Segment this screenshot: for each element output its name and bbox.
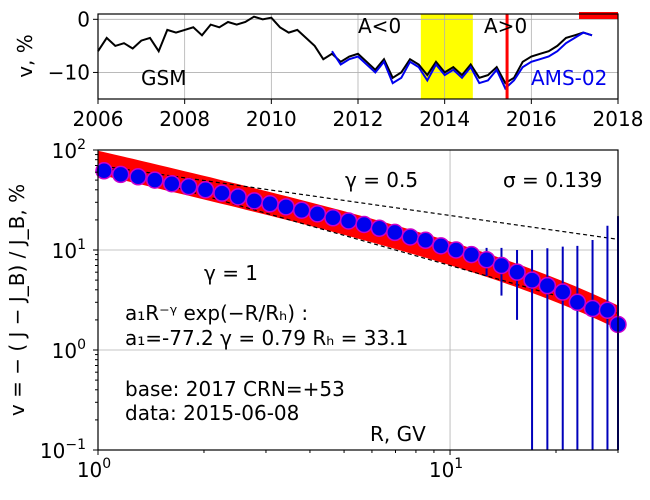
top-x-tick-label: 2014 bbox=[419, 107, 470, 131]
top-x-tick-label: 2012 bbox=[333, 107, 384, 131]
fit-parameters: a₁=-77.2 γ = 0.79 Rₕ = 33.1 bbox=[125, 326, 408, 350]
data-point bbox=[111, 165, 130, 184]
data-point bbox=[229, 188, 247, 206]
top-y-tick-label: −10 bbox=[48, 60, 90, 84]
a-positive-label: A>0 bbox=[484, 14, 527, 38]
data-point bbox=[416, 231, 435, 250]
bottom-y-tick-label: 10−1 bbox=[40, 437, 86, 463]
data-point bbox=[245, 192, 264, 210]
bottom-xlabel: R, GV bbox=[370, 422, 426, 446]
gamma-1-label: γ = 1 bbox=[204, 261, 258, 285]
series-line-ams-02 bbox=[331, 31, 593, 91]
top-x-tick-label: 2016 bbox=[506, 107, 557, 131]
sigma-label: σ = 0.139 bbox=[503, 168, 602, 192]
gsm-label: GSM bbox=[141, 66, 186, 90]
data-point bbox=[179, 177, 198, 196]
data-point bbox=[401, 228, 420, 246]
top-series bbox=[97, 15, 593, 91]
data-point bbox=[568, 293, 587, 312]
yellow-period-band bbox=[420, 14, 473, 99]
bottom-y-tick-label: 102 bbox=[52, 137, 86, 163]
top-x-tick-label: 2008 bbox=[159, 107, 210, 131]
data-point bbox=[95, 162, 113, 180]
data-point bbox=[163, 174, 181, 193]
error-bars bbox=[455, 216, 619, 450]
data-point bbox=[292, 201, 311, 219]
data-point bbox=[324, 209, 342, 227]
top-x-tick-label: 2010 bbox=[246, 107, 297, 131]
base-label: base: 2017 CRN=+53 bbox=[125, 377, 345, 401]
data-point bbox=[447, 241, 465, 259]
data-point bbox=[370, 219, 389, 238]
data-point bbox=[386, 223, 404, 242]
series-line-gsm bbox=[97, 15, 593, 85]
bottom-x-tick-label: 100 bbox=[77, 456, 111, 482]
bottom-y-tick-label: 101 bbox=[52, 237, 86, 263]
top-ticks: 2006 2008 2010 2012 2014 2016 2018 0 −10 bbox=[48, 7, 644, 131]
data-point bbox=[146, 171, 164, 189]
top-x-tick-label: 2018 bbox=[593, 107, 644, 131]
data-point bbox=[355, 215, 373, 234]
fit-formula: a₁R⁻ᵞ exp(−R/Rₕ) : bbox=[125, 301, 308, 325]
top-x-tick-label: 2006 bbox=[73, 107, 124, 131]
data-point bbox=[598, 301, 617, 319]
gamma-05-label: γ = 0.5 bbox=[345, 168, 418, 192]
bottom-x-tick-label: 101 bbox=[429, 456, 463, 482]
data-point bbox=[129, 168, 147, 186]
bottom-ylabel: v = − ( J − J_B) / J_B, % bbox=[5, 184, 29, 416]
data-point bbox=[339, 212, 358, 230]
top-y-tick-label: 0 bbox=[77, 7, 90, 31]
data-point bbox=[477, 250, 496, 269]
date-label: data: 2015-06-08 bbox=[125, 401, 299, 425]
data-point bbox=[308, 205, 327, 223]
top-panel: 2006 2008 2010 2012 2014 2016 2018 0 −10 GSM AMS… bbox=[13, 7, 643, 131]
bottom-y-tick-label: 100 bbox=[52, 337, 86, 363]
data-point bbox=[508, 263, 526, 281]
bottom-frame bbox=[97, 149, 619, 451]
data-point bbox=[277, 198, 295, 216]
data-point bbox=[432, 237, 450, 255]
reference-line-gamma-0.5 bbox=[97, 164, 619, 240]
data-point bbox=[538, 276, 557, 295]
data-point bbox=[462, 245, 481, 264]
ams-label: AMS-02 bbox=[531, 66, 607, 90]
data-points bbox=[95, 162, 627, 334]
data-point bbox=[523, 271, 541, 289]
data-point bbox=[553, 283, 572, 301]
a-negative-label: A<0 bbox=[358, 14, 401, 38]
red-marker-bar bbox=[579, 12, 618, 19]
top-ylabel: v, % bbox=[13, 34, 37, 78]
data-point bbox=[261, 195, 279, 213]
data-point bbox=[583, 299, 602, 318]
data-point bbox=[492, 256, 511, 275]
data-point bbox=[213, 184, 231, 202]
data-point bbox=[196, 181, 215, 199]
